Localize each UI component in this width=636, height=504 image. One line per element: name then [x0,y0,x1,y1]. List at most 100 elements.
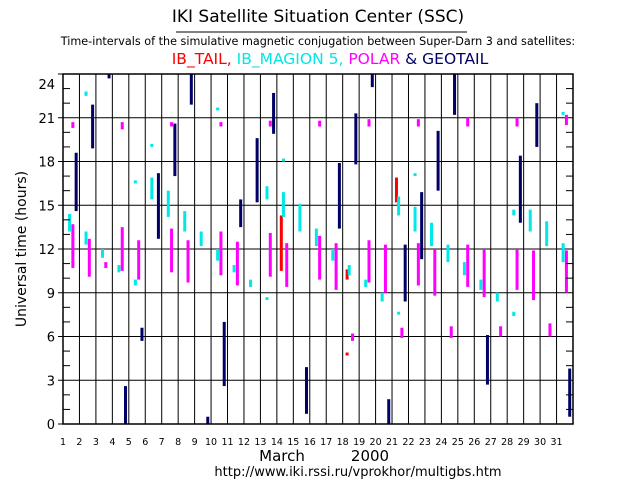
x-tick-label: 29 [518,437,530,448]
y-tick-label: 15 [38,199,55,214]
interval-bar-ib-magion-5 [68,214,72,232]
interval-bar-ib-magion-5 [495,292,499,302]
interval-bar-polar [449,326,453,338]
interval-bar-polar [499,326,503,337]
x-tick-label: 11 [221,437,233,448]
interval-bar-ib-magion-5 [561,243,565,263]
interval-bar-polar [318,235,322,280]
bars [68,74,572,424]
interval-bar-ib-magion-5 [281,192,285,217]
interval-bar-ib-magion-5 [232,265,236,273]
interval-bar-geotail [387,399,391,424]
y-tick-label: 0 [47,418,55,433]
interval-bar-geotail [222,321,226,387]
interval-bar-ib-magion-5 [314,228,318,247]
x-tick-label: 8 [175,437,181,448]
y-tick-label: 12 [38,243,55,258]
interval-bar-polar [433,249,437,296]
interval-bar-polar [515,117,519,127]
x-tick-label: 6 [142,437,148,448]
interval-bar-polar [318,120,322,127]
interval-bar-ib-magion-5 [397,311,401,315]
interval-bar-polar [400,327,404,338]
interval-bar-ib-magion-5 [150,177,154,200]
interval-bar-ib-magion-5 [100,249,104,258]
interval-bar-ib-magion-5 [166,190,170,217]
source-url[interactable]: http://www.iki.rssi.ru/vprokhor/multigbs… [214,465,501,480]
x-tick-label: 7 [159,437,165,448]
interval-bar-ib-magion-5 [84,91,88,96]
interval-bar-geotail [354,113,358,165]
x-tick-label: 12 [238,437,250,448]
x-tick-label: 21 [386,437,398,448]
interval-bar-ib-magion-5 [561,111,565,115]
interval-bar-ib-magion-5 [512,311,516,317]
interval-bar-ib-magion-5 [84,231,88,245]
x-axis-year: 2000 [351,447,389,465]
x-tick-label: 23 [419,437,431,448]
interval-bar-ib-magion-5 [528,209,532,232]
y-tick-label: 18 [38,156,55,171]
interval-bar-geotail [436,130,440,191]
x-tick-label: 16 [304,437,316,448]
interval-bar-geotail [370,74,374,88]
interval-bar-polar [466,117,470,127]
x-tick-label: 1 [60,437,66,448]
interval-bar-geotail [173,123,177,177]
interval-bar-geotail [568,368,572,417]
interval-bar-polar [137,240,141,280]
interval-bar-geotail [304,367,308,414]
interval-bar-ib-magion-5 [183,211,187,232]
interval-bar-polar [219,231,223,276]
interval-bar-polar [466,244,470,287]
legend-entry: IB_MAGION 5, [232,50,344,69]
interval-bar-polar [416,119,420,127]
interval-bar-polar [120,122,124,130]
interval-bar-polar [367,240,371,283]
interval-bar-ib-magion-5 [397,196,401,216]
interval-bar-polar [351,333,355,341]
interval-bar-ib-magion-5 [133,279,137,286]
interval-bar-polar [71,224,75,268]
legend-entry: IB_TAIL, [172,50,232,69]
interval-bar-geotail [124,386,128,424]
interval-bar-ib-magion-5 [462,262,466,276]
interval-bar-polar [170,122,174,127]
interval-bar-polar [515,249,519,290]
x-tick-label: 10 [205,437,217,448]
interval-bar-polar [268,232,272,277]
interval-bar-geotail [239,199,243,228]
interval-bar-ib-magion-5 [347,265,351,276]
x-tick-label: 31 [551,437,563,448]
x-tick-label: 13 [254,437,266,448]
interval-bar-ib-magion-5 [216,249,220,261]
y-tick-label: 24 [38,78,55,93]
interval-bar-ib-magion-5 [479,279,483,290]
interval-bar-polar [120,227,124,271]
x-tick-label: 24 [435,437,447,448]
interval-bar-ib-magion-5 [249,279,253,287]
interval-bar-polar [482,249,486,298]
interval-bar-ib-magion-5 [331,249,335,261]
interval-bar-ib-tail [394,177,398,203]
interval-bar-ib-magion-5 [281,158,285,162]
interval-bar-ib-tail [345,269,349,280]
page-title: IKI Satellite Situation Center (SSC) [172,7,464,27]
interval-bar-ib-magion-5 [413,173,417,177]
interval-bar-geotail [420,192,424,260]
legend-entry: POLAR [343,50,400,68]
interval-bar-polar [383,244,387,293]
interval-bar-polar [235,241,239,286]
x-axis-month: March [259,447,305,465]
interval-bar-ib-magion-5 [133,180,137,184]
x-tick-label: 5 [126,437,132,448]
x-tick-label: 18 [337,437,349,448]
legend: IB_TAIL, IB_MAGION 5, POLAR & GEOTAIL [172,50,489,69]
interval-bar-ib-magion-5 [413,206,417,232]
x-tick-label: 17 [320,437,332,448]
interval-bar-polar [170,228,174,273]
y-tick-label: 9 [47,287,55,302]
interval-bar-geotail [518,155,522,223]
interval-bar-ib-magion-5 [298,203,302,232]
